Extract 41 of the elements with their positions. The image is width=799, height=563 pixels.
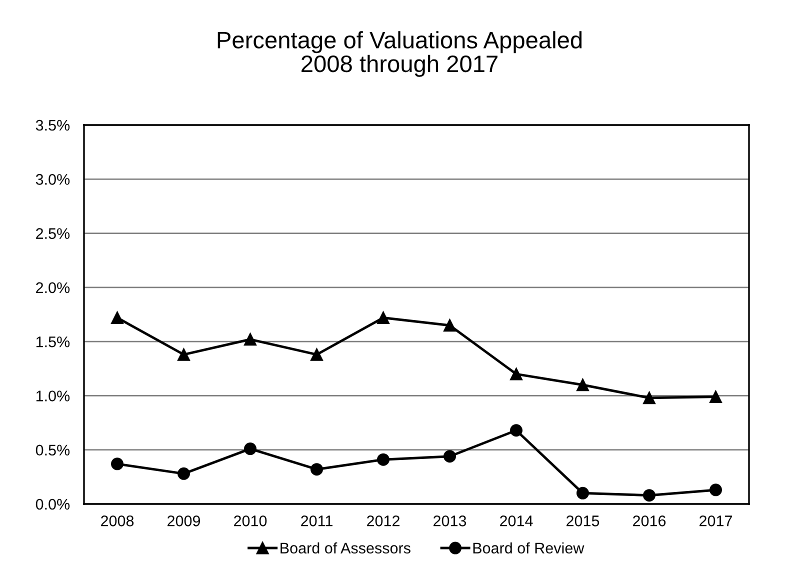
legend-label: Board of Review [473,542,584,554]
x-tick-label: 2011 [301,516,332,526]
point [643,489,656,502]
x-tick-label: 2017 [700,516,732,526]
point [111,458,124,470]
x-tick-label: 2012 [367,516,400,526]
legend-label: Board of Assessors [280,542,410,554]
point [178,348,190,361]
point [244,442,256,456]
point [111,312,124,324]
y-tick-label: 3.5% [36,120,70,131]
point [510,424,522,437]
y-tick-label: 2.0% [36,282,70,294]
point [643,392,656,404]
y-tick-label: 0.0% [36,498,70,510]
point [444,450,456,463]
y-tick-label: 3.0% [36,174,70,185]
point [710,390,722,404]
x-tick-label: 2008 [101,516,134,526]
x-tick-label: 2009 [168,516,200,526]
x-tick-label: 2015 [566,516,600,526]
point [510,368,522,380]
x-tick-label: 2016 [633,516,666,526]
point [377,453,390,466]
point [310,348,323,361]
y-tick-label: 1.5% [36,336,70,348]
point [310,463,323,476]
point [576,486,589,500]
point [244,333,256,346]
y-tick-label: 1.0% [36,390,70,402]
point [710,484,722,496]
chart-title: Percentage of Valuations Appealed 2008 through 2017 [218,31,582,77]
y-tick-label: 0.5% [36,444,70,456]
x-tick-label: 2014 [500,516,533,526]
x-tick-label: 2010 [234,516,267,526]
point [576,378,589,392]
x-tick-label: 2013 [434,516,466,526]
point [178,467,190,480]
point [444,319,456,332]
y-tick-label: 2.5% [36,228,70,239]
point [377,312,390,324]
